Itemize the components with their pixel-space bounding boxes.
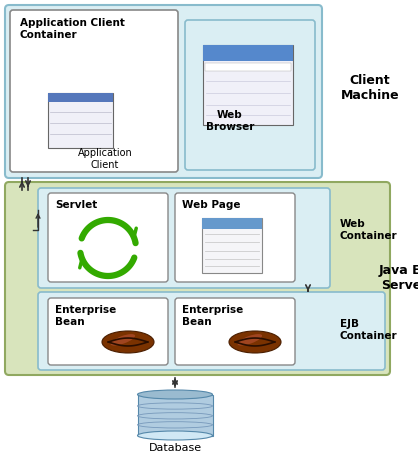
Text: Database: Database [148, 443, 201, 451]
Text: Enterprise
Bean: Enterprise Bean [182, 305, 243, 327]
FancyBboxPatch shape [5, 182, 390, 375]
Text: Enterprise
Bean: Enterprise Bean [55, 305, 116, 327]
FancyBboxPatch shape [203, 45, 293, 61]
Text: Application Client
Container: Application Client Container [20, 18, 125, 40]
FancyBboxPatch shape [48, 298, 168, 365]
Text: Web
Container: Web Container [340, 219, 398, 241]
FancyBboxPatch shape [138, 395, 212, 436]
Ellipse shape [229, 331, 281, 353]
Text: Servlet: Servlet [55, 200, 97, 210]
Text: Web
Browser: Web Browser [206, 110, 254, 132]
Ellipse shape [110, 334, 135, 345]
FancyBboxPatch shape [202, 217, 262, 272]
FancyBboxPatch shape [5, 5, 322, 178]
FancyBboxPatch shape [202, 217, 262, 229]
FancyBboxPatch shape [203, 45, 293, 125]
Ellipse shape [102, 331, 154, 353]
FancyBboxPatch shape [175, 298, 295, 365]
FancyBboxPatch shape [205, 63, 291, 71]
FancyBboxPatch shape [10, 10, 178, 172]
Text: Client
Machine: Client Machine [341, 74, 399, 102]
Text: Application
Client: Application Client [78, 148, 133, 170]
Text: Web Page: Web Page [182, 200, 240, 210]
FancyBboxPatch shape [48, 193, 168, 282]
Ellipse shape [138, 431, 212, 440]
Text: EJB
Container: EJB Container [340, 319, 398, 341]
FancyBboxPatch shape [48, 92, 112, 147]
Ellipse shape [138, 390, 212, 399]
Text: Java EE
Server: Java EE Server [378, 264, 418, 292]
FancyBboxPatch shape [38, 292, 385, 370]
FancyBboxPatch shape [38, 188, 330, 288]
FancyBboxPatch shape [175, 193, 295, 282]
FancyBboxPatch shape [185, 20, 315, 170]
FancyBboxPatch shape [48, 92, 112, 102]
Ellipse shape [237, 334, 262, 345]
